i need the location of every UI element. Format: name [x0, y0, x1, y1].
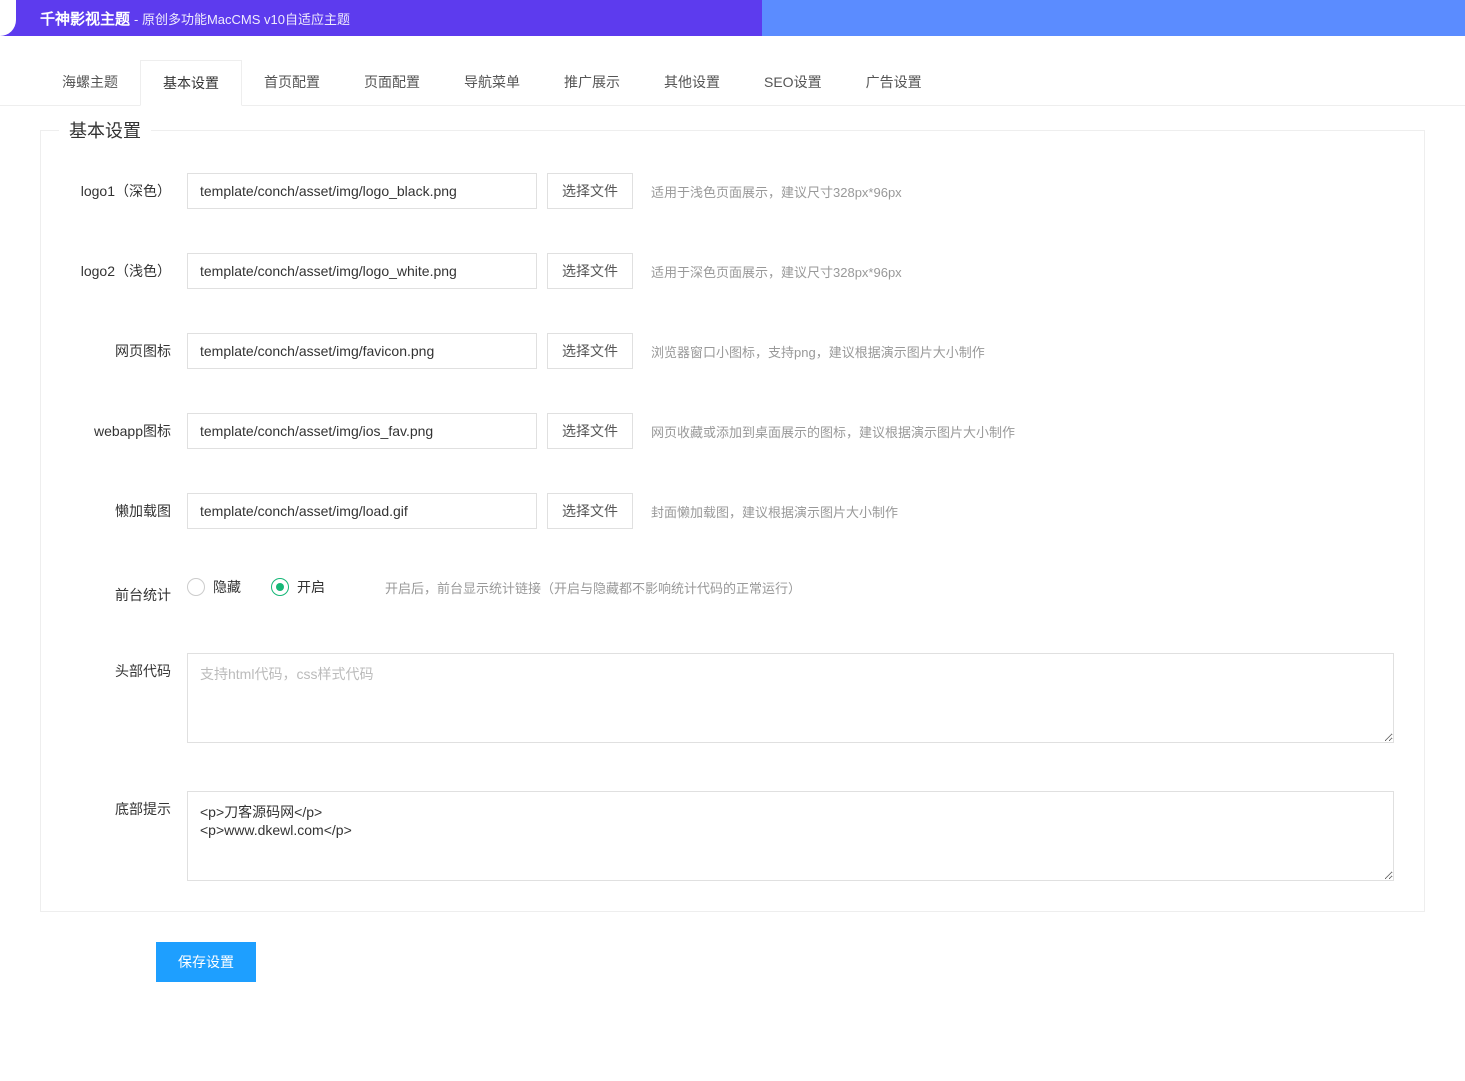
file-choose-btn-0[interactable]: 选择文件 — [547, 173, 633, 209]
tab-4[interactable]: 导航菜单 — [442, 60, 542, 105]
file-input-0[interactable] — [187, 173, 537, 209]
textarea-label-1: 底部提示 — [71, 791, 171, 819]
header-subtitle: - 原创多功能MacCMS v10自适应主题 — [134, 9, 350, 28]
radio-group-stats: 隐藏 开启 开启后，前台显示统计链接（开启与隐藏都不影响统计代码的正常运行） — [187, 577, 1394, 597]
file-input-1[interactable] — [187, 253, 537, 289]
radio-icon — [187, 578, 205, 596]
file-hint-2: 浏览器窗口小图标，支持png，建议根据演示图片大小制作 — [651, 342, 985, 361]
file-row-3: webapp图标选择文件网页收藏或添加到桌面展示的图标，建议根据演示图片大小制作 — [71, 413, 1394, 449]
file-hint-1: 适用于深色页面展示，建议尺寸328px*96px — [651, 262, 902, 281]
file-control-3: 选择文件网页收藏或添加到桌面展示的图标，建议根据演示图片大小制作 — [187, 413, 1394, 449]
file-hint-3: 网页收藏或添加到桌面展示的图标，建议根据演示图片大小制作 — [651, 422, 1015, 441]
file-input-4[interactable] — [187, 493, 537, 529]
tab-2[interactable]: 首页配置 — [242, 60, 342, 105]
file-input-3[interactable] — [187, 413, 537, 449]
settings-panel: 基本设置 logo1（深色）选择文件适用于浅色页面展示，建议尺寸328px*96… — [40, 130, 1425, 912]
save-button[interactable]: 保存设置 — [156, 942, 256, 982]
file-choose-btn-3[interactable]: 选择文件 — [547, 413, 633, 449]
tab-5[interactable]: 推广展示 — [542, 60, 642, 105]
textarea-control-1 — [187, 791, 1394, 881]
tab-3[interactable]: 页面配置 — [342, 60, 442, 105]
file-row-0: logo1（深色） 选择文件适用于浅色页面展示，建议尺寸328px*96px — [71, 173, 1394, 209]
file-input-2[interactable] — [187, 333, 537, 369]
header-right — [762, 0, 1465, 36]
file-label-0: logo1（深色） — [71, 173, 171, 201]
radio-text-1: 开启 — [297, 577, 325, 597]
tab-6[interactable]: 其他设置 — [642, 60, 742, 105]
file-label-4: 懒加载图 — [71, 493, 171, 521]
file-row-2: 网页图标选择文件浏览器窗口小图标，支持png，建议根据演示图片大小制作 — [71, 333, 1394, 369]
tab-7[interactable]: SEO设置 — [742, 60, 844, 105]
panel-title: 基本设置 — [59, 117, 151, 143]
file-control-1: 选择文件适用于深色页面展示，建议尺寸328px*96px — [187, 253, 1394, 289]
file-label-3: webapp图标 — [71, 413, 171, 441]
file-row-1: logo2（浅色） 选择文件适用于深色页面展示，建议尺寸328px*96px — [71, 253, 1394, 289]
row-stats: 前台统计 隐藏 开启 开启后，前台显示统计链接（开启与隐藏都不影响统计代码的正常运… — [71, 577, 1394, 605]
tabs-nav: 海螺主题基本设置首页配置页面配置导航菜单推广展示其他设置SEO设置广告设置 — [0, 60, 1465, 106]
file-label-2: 网页图标 — [71, 333, 171, 361]
radio-option-0[interactable]: 隐藏 — [187, 577, 241, 597]
tab-8[interactable]: 广告设置 — [844, 60, 944, 105]
textarea-row-0: 头部代码 — [71, 653, 1394, 743]
textarea-0[interactable] — [187, 653, 1394, 743]
textarea-row-1: 底部提示 — [71, 791, 1394, 881]
file-control-2: 选择文件浏览器窗口小图标，支持png，建议根据演示图片大小制作 — [187, 333, 1394, 369]
tab-0[interactable]: 海螺主题 — [40, 60, 140, 105]
file-hint-0: 适用于浅色页面展示，建议尺寸328px*96px — [651, 182, 902, 201]
textarea-control-0 — [187, 653, 1394, 743]
save-section: 保存设置 — [156, 942, 1465, 982]
header-title: 千神影视主题 — [40, 8, 130, 29]
file-choose-btn-4[interactable]: 选择文件 — [547, 493, 633, 529]
hint-stats: 开启后，前台显示统计链接（开启与隐藏都不影响统计代码的正常运行） — [385, 578, 801, 597]
file-row-4: 懒加载图选择文件封面懒加载图，建议根据演示图片大小制作 — [71, 493, 1394, 529]
header-left: 千神影视主题 - 原创多功能MacCMS v10自适应主题 — [0, 0, 762, 36]
radio-text-0: 隐藏 — [213, 577, 241, 597]
label-stats: 前台统计 — [71, 577, 171, 605]
radio-icon — [271, 578, 289, 596]
file-hint-4: 封面懒加载图，建议根据演示图片大小制作 — [651, 502, 898, 521]
radio-option-1[interactable]: 开启 — [271, 577, 325, 597]
textarea-1[interactable] — [187, 791, 1394, 881]
file-label-1: logo2（浅色） — [71, 253, 171, 281]
file-control-4: 选择文件封面懒加载图，建议根据演示图片大小制作 — [187, 493, 1394, 529]
file-choose-btn-1[interactable]: 选择文件 — [547, 253, 633, 289]
file-control-0: 选择文件适用于浅色页面展示，建议尺寸328px*96px — [187, 173, 1394, 209]
tab-1[interactable]: 基本设置 — [140, 60, 242, 106]
textarea-label-0: 头部代码 — [71, 653, 171, 681]
header-bar: 千神影视主题 - 原创多功能MacCMS v10自适应主题 — [0, 0, 1465, 36]
file-choose-btn-2[interactable]: 选择文件 — [547, 333, 633, 369]
